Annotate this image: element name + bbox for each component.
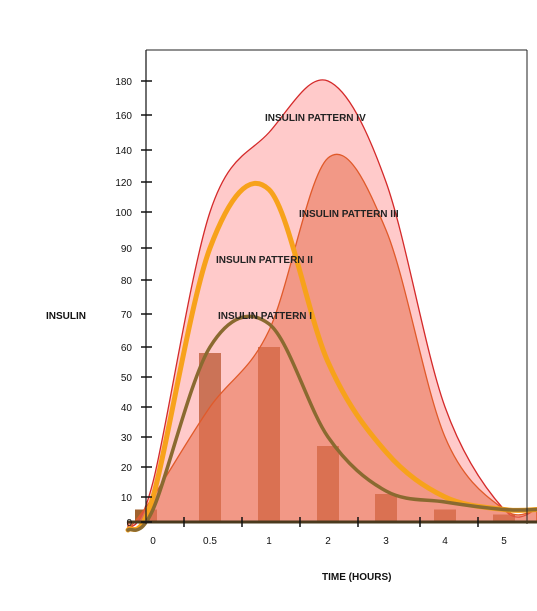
ticks-layer: 0 10 20 30 40 50 60 70 80 90 100 120 140 160 180 0 0.5 1 2… <box>115 77 507 547</box>
y-tick-label-90: 90 <box>121 244 133 255</box>
y-tick-label-80: 80 <box>121 276 133 287</box>
y-axis-label: INSULIN <box>46 311 86 322</box>
x-tick-label-2: 2 <box>325 536 331 547</box>
x-tick-label-4: 4 <box>442 536 448 547</box>
y-tick-label-120: 120 <box>115 178 132 189</box>
x-tick-label-0: 0 <box>150 536 156 547</box>
line-series-3 <box>125 181 537 533</box>
lines-layer <box>125 181 537 533</box>
y-tick-label-10: 10 <box>121 493 133 504</box>
areas-layer <box>127 79 537 532</box>
x-tick-label-1: 1 <box>266 536 272 547</box>
series-labels: INSULIN PATTERN IV INSULIN PATTERN III INS… <box>216 113 399 322</box>
y-tick-label-50: 50 <box>121 373 133 384</box>
frame-layer <box>128 49 537 524</box>
x-tick-label-5: 5 <box>501 536 507 547</box>
series-label-3: INSULIN PATTERN II <box>216 255 313 266</box>
series-label-4: INSULIN PATTERN I <box>218 311 312 322</box>
y-tick-label-70: 70 <box>121 310 133 321</box>
y-tick-label-20: 20 <box>121 463 133 474</box>
y-tick-label-100: 100 <box>115 208 132 219</box>
series-label-2: INSULIN PATTERN III <box>299 209 399 220</box>
y-tick-label-40: 40 <box>121 403 133 414</box>
y-tick-label-0: 0 <box>126 518 132 529</box>
x-axis-label: TIME (HOURS) <box>322 572 391 583</box>
y-tick-label-180: 180 <box>115 77 132 88</box>
y-tick-label-160: 160 <box>115 111 132 122</box>
y-tick-label-60: 60 <box>121 343 133 354</box>
series-label-1: INSULIN PATTERN IV <box>265 113 366 124</box>
y-tick-label-140: 140 <box>115 146 132 157</box>
x-tick-label-3: 3 <box>383 536 389 547</box>
area-series-2 <box>127 153 537 532</box>
y-tick-label-30: 30 <box>121 433 133 444</box>
line-series-4 <box>126 314 537 532</box>
x-tick-label-0.5: 0.5 <box>203 536 217 547</box>
